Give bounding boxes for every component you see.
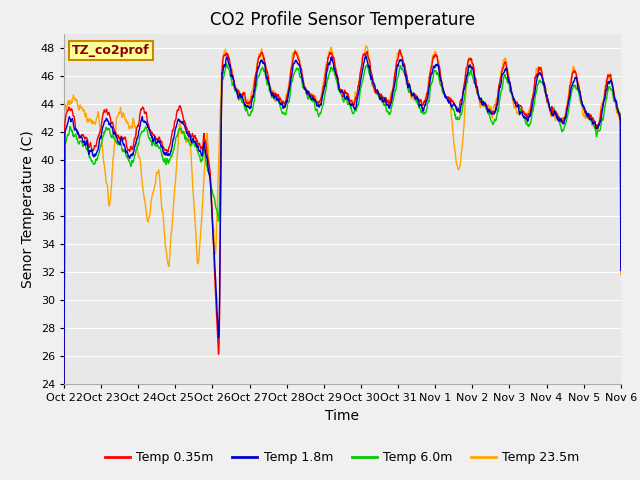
Y-axis label: Senor Temperature (C): Senor Temperature (C) — [21, 130, 35, 288]
Text: TZ_co2prof: TZ_co2prof — [72, 44, 150, 57]
Title: CO2 Profile Sensor Temperature: CO2 Profile Sensor Temperature — [210, 11, 475, 29]
Legend: Temp 0.35m, Temp 1.8m, Temp 6.0m, Temp 23.5m: Temp 0.35m, Temp 1.8m, Temp 6.0m, Temp 2… — [100, 446, 585, 469]
X-axis label: Time: Time — [325, 408, 360, 422]
